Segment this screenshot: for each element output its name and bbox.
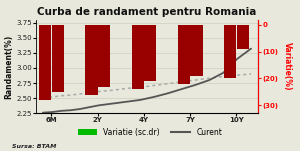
Y-axis label: Randament(%): Randament(%): [4, 34, 13, 99]
Text: Sursa: BTAM: Sursa: BTAM: [12, 145, 56, 149]
Bar: [190, 25, 202, 76]
Legend: Variatie (sc.dr), Curent: Variatie (sc.dr), Curent: [78, 128, 222, 137]
Bar: [224, 25, 236, 79]
Y-axis label: Variatie(%): Variatie(%): [283, 42, 292, 91]
Bar: [98, 25, 110, 87]
Bar: [237, 25, 249, 49]
Title: Curba de randament pentru Romania: Curba de randament pentru Romania: [37, 7, 257, 18]
Bar: [85, 25, 98, 95]
Bar: [132, 25, 144, 89]
Bar: [39, 25, 51, 100]
Bar: [52, 25, 64, 92]
Bar: [178, 25, 190, 84]
Bar: [144, 25, 156, 81]
